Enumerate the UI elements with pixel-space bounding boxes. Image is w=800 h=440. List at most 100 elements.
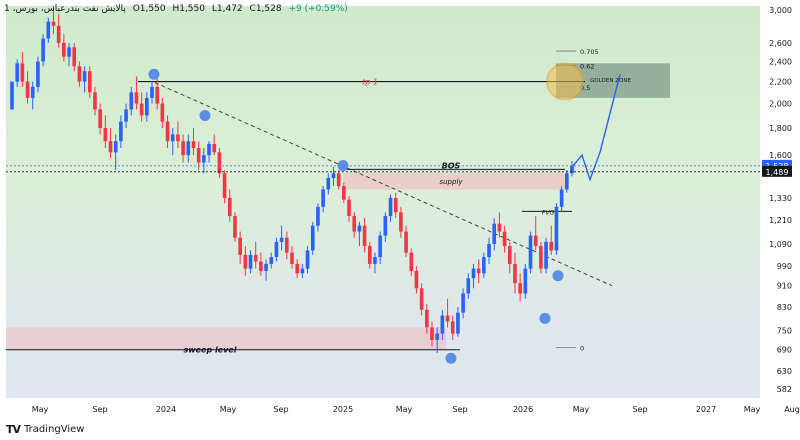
candle-body [93, 92, 97, 110]
x-tick-label: Sep [273, 405, 288, 414]
previous-price-label: 1,489 [766, 168, 789, 177]
candle-body [466, 278, 471, 294]
y-tick-label: 1,330 [769, 194, 792, 203]
candle-body [533, 235, 538, 247]
ohlc-high: H1,550 [172, 4, 205, 14]
candle-body [388, 197, 393, 217]
annotation-label: FVG [542, 209, 555, 216]
candle-body [419, 288, 424, 310]
current-price-tag [762, 159, 792, 171]
x-tick-label: May [396, 405, 413, 414]
candle-body [62, 42, 66, 57]
candle-body [46, 21, 51, 39]
candle-body [134, 92, 139, 104]
candle-body [539, 246, 543, 269]
pivot-marker-icon [539, 312, 551, 324]
candle-body [264, 263, 268, 271]
candle-body [181, 141, 185, 156]
candle-body [253, 254, 258, 262]
candle-body [51, 21, 56, 26]
candle-body [528, 235, 533, 269]
candle-body [285, 237, 289, 253]
candle-body [565, 173, 569, 190]
candle-body [145, 97, 149, 116]
pivot-marker-icon [148, 68, 160, 80]
fib-level-label: 0.5 [580, 84, 590, 92]
candle-body [357, 225, 362, 232]
candle-body [544, 241, 548, 269]
candle-body [165, 121, 170, 142]
symbol-header: 1 ،پالایش نفت بندرعباس، بورس O1,550 H1,5… [4, 4, 352, 14]
candle-body [518, 283, 522, 294]
candle-body [139, 103, 144, 116]
candle-body [202, 155, 206, 163]
y-tick-label: 630 [777, 367, 792, 376]
candle-body [129, 92, 134, 110]
y-tick-label: 1,600 [769, 151, 792, 160]
candle-body [217, 152, 222, 174]
candle-body [414, 270, 419, 289]
candle-body [430, 327, 434, 340]
previous-price-tag [762, 165, 792, 177]
x-tick-label: Aug [784, 405, 800, 414]
y-tick-label: 830 [777, 303, 792, 312]
y-tick-label: 1,800 [769, 124, 792, 133]
pivot-marker-icon [337, 160, 349, 172]
ohlc-close: C1,528 [249, 4, 282, 14]
candle-body [227, 197, 232, 217]
ohlc-low: L1,472 [211, 4, 243, 14]
candle-body [352, 216, 357, 232]
candle-body [196, 148, 201, 163]
candle-body [342, 186, 346, 200]
candle-body [25, 81, 30, 98]
y-tick-label: 690 [777, 346, 792, 355]
candle-body [445, 315, 450, 322]
symbol-title[interactable]: 1 ،پالایش نفت بندرعباس، بورس [4, 4, 126, 14]
candle-body [347, 199, 351, 217]
candle-body [238, 237, 242, 255]
candle-body [513, 263, 517, 284]
candle-body [87, 71, 92, 93]
candle-body [67, 47, 71, 57]
y-tick-label: 990 [777, 262, 792, 271]
candle-body [559, 189, 564, 207]
candle-body [176, 134, 180, 142]
candle-body [20, 63, 25, 82]
candle-body [186, 141, 191, 156]
candle-body [471, 268, 476, 279]
candle-body [119, 121, 123, 142]
y-tick-label: 2,600 [769, 39, 792, 48]
fib-level-label: 0.705 [580, 48, 599, 56]
candle-body [160, 103, 165, 122]
candle-body [191, 141, 196, 149]
candle-body [290, 252, 294, 264]
candle-body [150, 86, 154, 98]
candle-body [103, 127, 108, 142]
candle-body [41, 38, 45, 62]
y-tick-label: 582 [777, 385, 792, 394]
candle-body [30, 86, 35, 98]
y-tick-label: 1,090 [769, 240, 792, 249]
fib-level-label: 0 [580, 344, 584, 352]
x-tick-label: 2024 [156, 405, 176, 414]
candle-body [326, 177, 331, 190]
y-tick-label: 2,400 [769, 57, 792, 66]
candle-body [321, 189, 325, 207]
candle-body [331, 173, 336, 178]
candle-body [492, 223, 497, 244]
x-tick-label: May [32, 405, 49, 414]
candle-body [425, 309, 429, 328]
x-tick-label: 2025 [333, 405, 353, 414]
candle-body [336, 173, 341, 187]
candle-body [259, 261, 263, 271]
pivot-marker-icon [552, 270, 564, 282]
candle-body [243, 254, 248, 269]
candle-body [77, 66, 82, 82]
x-tick-label: Sep [452, 405, 467, 414]
candle-body [383, 216, 388, 236]
candle-body [72, 47, 77, 67]
candle-body [450, 321, 455, 334]
candle-body [549, 241, 554, 251]
